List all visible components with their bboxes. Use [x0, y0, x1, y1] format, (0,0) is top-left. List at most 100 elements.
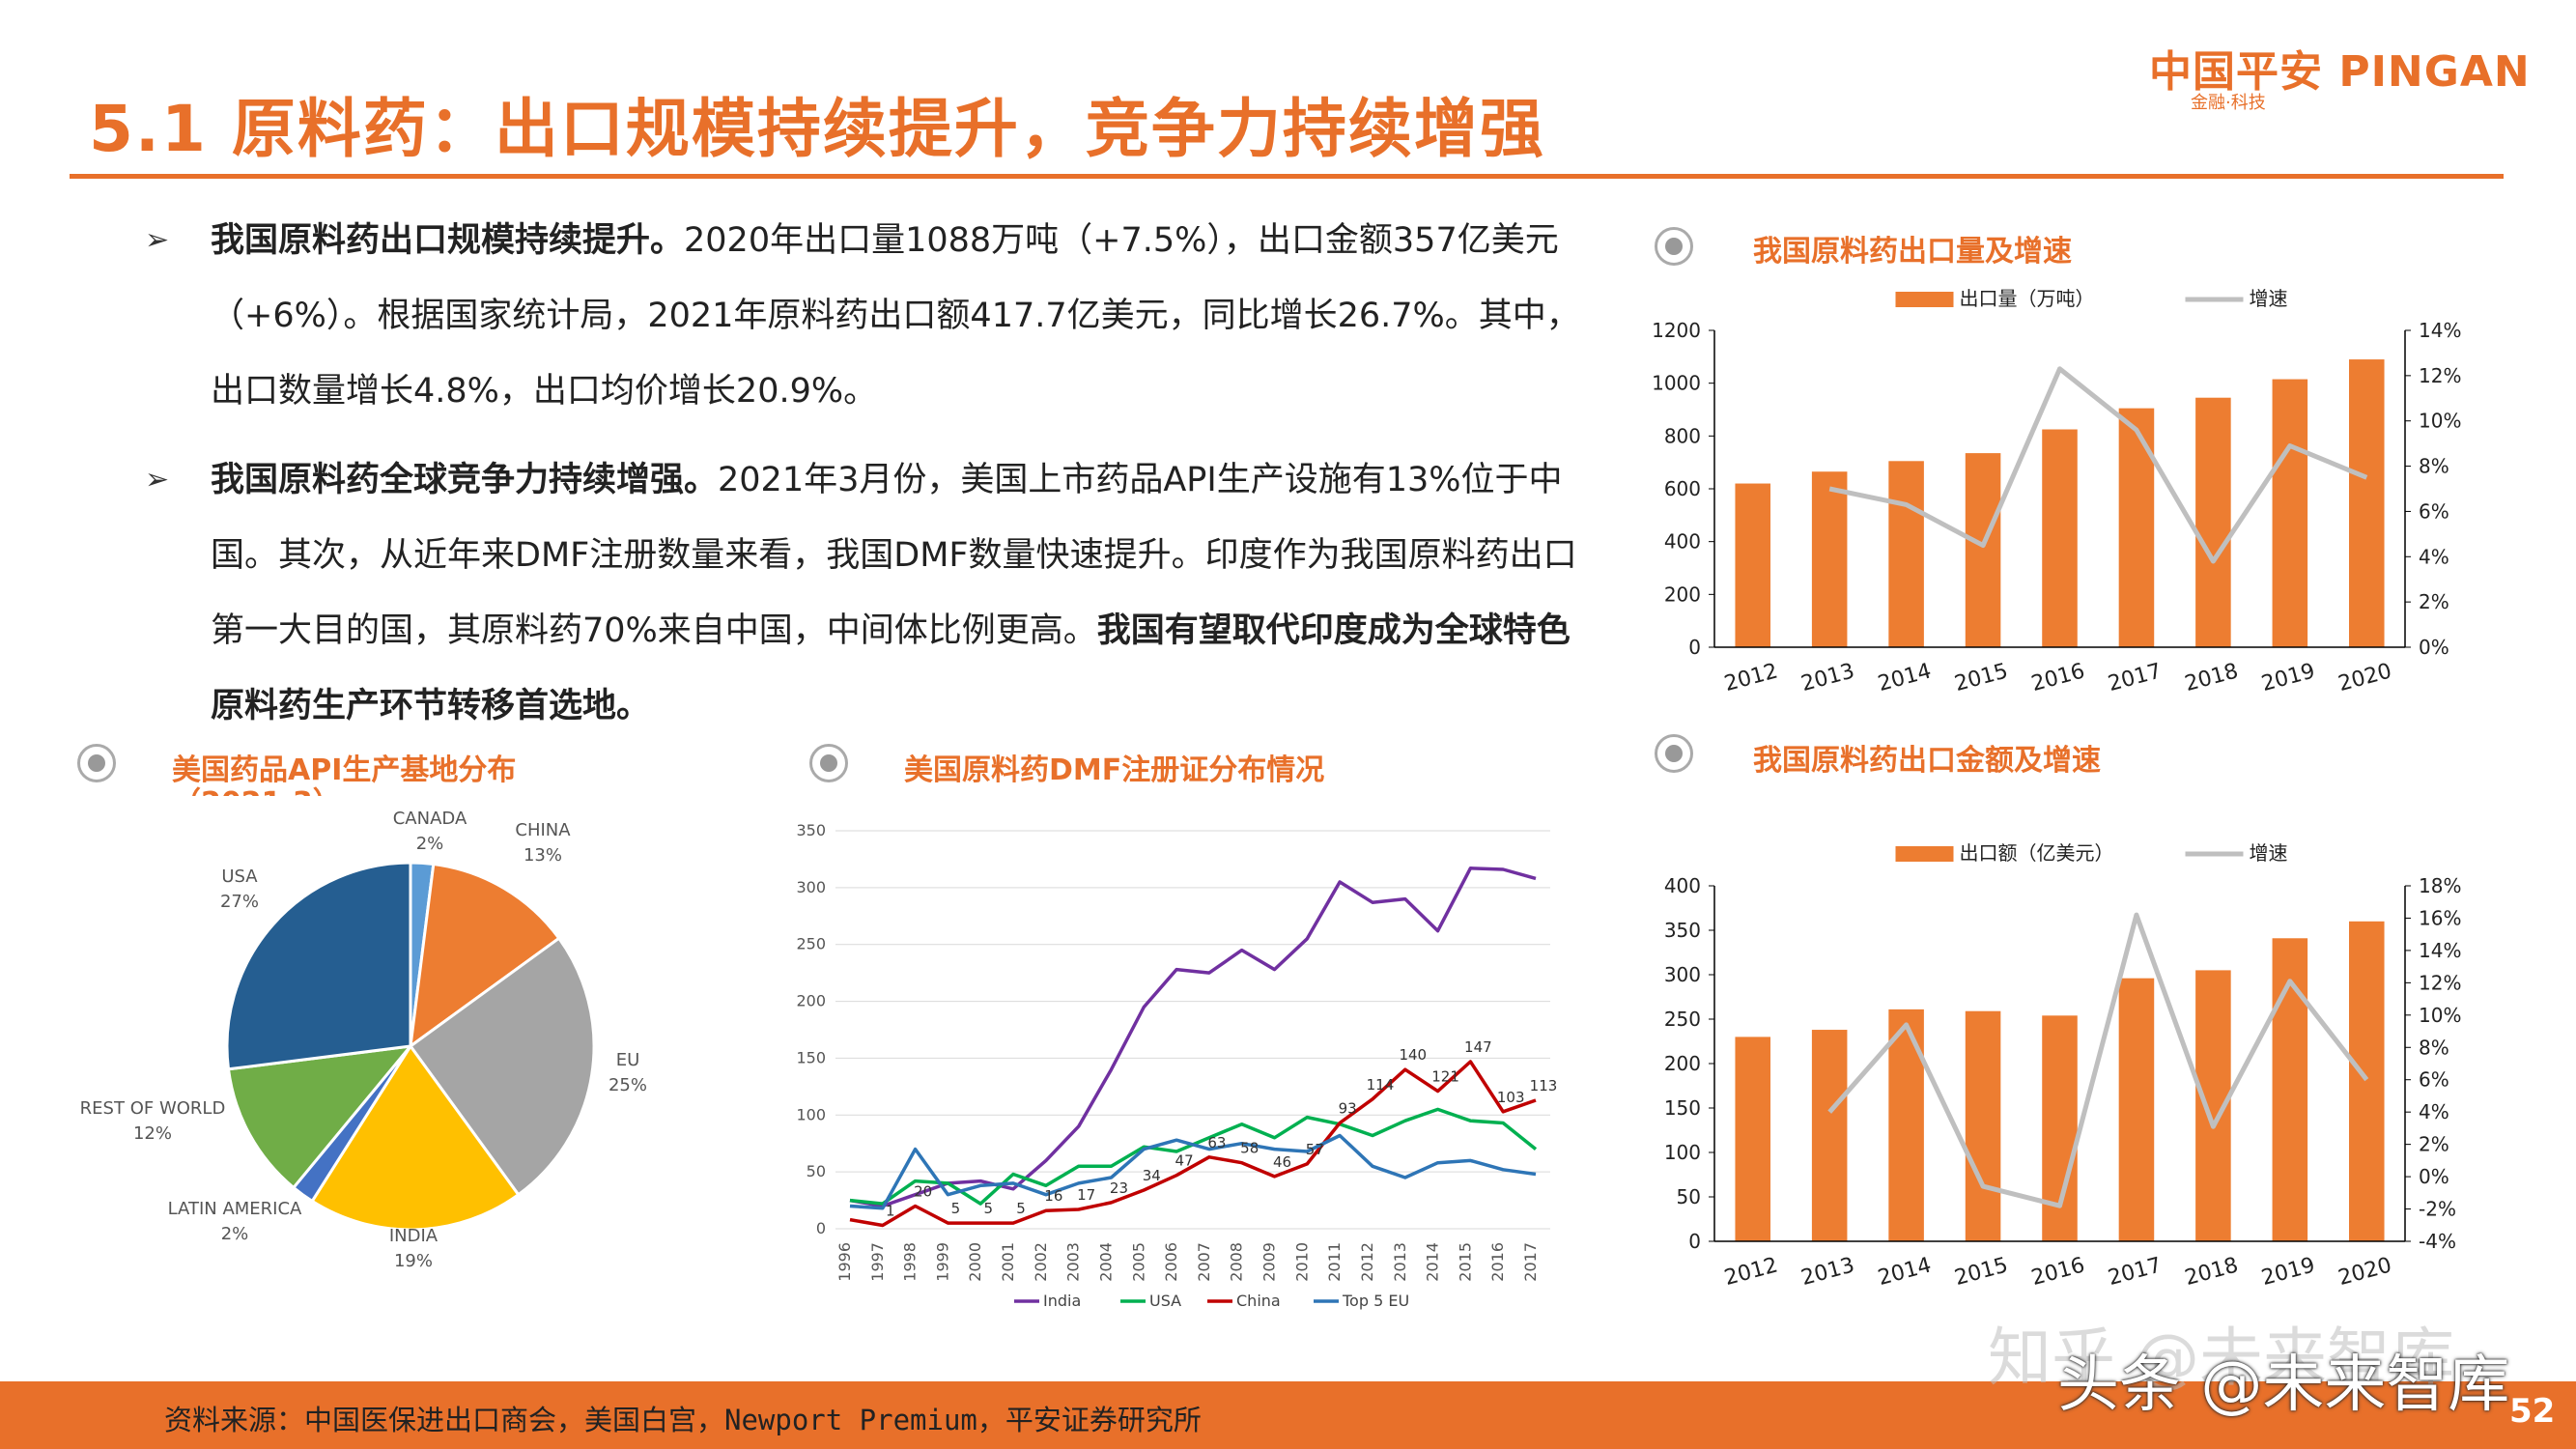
- china-data-label: 58: [1240, 1140, 1259, 1157]
- pie-label: CHINA: [515, 820, 571, 840]
- x-tick-label: 2017: [2106, 1253, 2165, 1291]
- pie-slice-usa: [225, 861, 412, 1071]
- bar-2014: [1888, 1009, 1924, 1241]
- x-tick-label: 2004: [1096, 1242, 1115, 1282]
- pie-label: CANADA: [393, 809, 467, 829]
- bar-2015: [1965, 453, 2001, 647]
- bar-2012: [1735, 1037, 1770, 1241]
- left-tick-label: 0: [1688, 636, 1701, 659]
- left-tick-label: 250: [1664, 1008, 1701, 1031]
- china-data-label: 140: [1399, 1046, 1427, 1064]
- legend-label: Top 5 EU: [1342, 1292, 1409, 1310]
- x-tick-label: 1997: [868, 1242, 887, 1282]
- right-tick-label: -4%: [2419, 1230, 2456, 1253]
- right-tick-label: 8%: [2419, 1036, 2449, 1059]
- x-tick-label: 2020: [2335, 1253, 2394, 1291]
- china-data-label: 5: [1016, 1200, 1026, 1217]
- right-tick-label: 2%: [2419, 1133, 2449, 1156]
- x-tick-label: 2006: [1162, 1242, 1180, 1282]
- pie-percent: 12%: [133, 1123, 172, 1144]
- x-tick-label: 2013: [1391, 1242, 1409, 1282]
- bullet-export-scale: ➢ 我国原料药出口规模持续提升。2020年出口量1088万吨（+7.5%），出口…: [145, 203, 1584, 429]
- right-tick-label: 4%: [2419, 545, 2449, 568]
- right-tick-label: -2%: [2419, 1198, 2456, 1221]
- x-tick-label: 2019: [2259, 1253, 2318, 1291]
- china-data-label: 147: [1464, 1038, 1492, 1056]
- arrow-bullet-icon: ➢: [145, 223, 170, 257]
- bar-2017: [2118, 978, 2155, 1241]
- bar-2020: [2349, 921, 2385, 1241]
- x-tick-label: 2013: [1798, 659, 1857, 696]
- pie-chart-subtitle: （2021.3）: [172, 779, 342, 796]
- bar-2015: [1965, 1010, 2001, 1241]
- arrow-bullet-icon: ➢: [145, 463, 170, 497]
- bar-2014: [1888, 461, 1924, 647]
- right-tick-label: 12%: [2419, 364, 2461, 387]
- y-tick-label: 300: [796, 878, 826, 896]
- china-data-label: 16: [1044, 1187, 1062, 1205]
- x-tick-label: 2020: [2335, 659, 2394, 696]
- bullet-competitiveness: ➢ 我国原料药全球竞争力持续增强。2021年3月份，美国上市药品API生产设施有…: [145, 442, 1584, 744]
- pie-label: LATIN AMERICA: [168, 1199, 302, 1219]
- x-tick-label: 2012: [1722, 1253, 1781, 1291]
- china-data-label: 121: [1431, 1068, 1459, 1086]
- export-volume-title: 我国原料药出口量及增速: [1753, 235, 2072, 269]
- y-tick-label: 350: [796, 821, 826, 839]
- china-data-label: 46: [1273, 1153, 1291, 1171]
- china-data-label: 47: [1175, 1152, 1194, 1170]
- right-tick-label: 14%: [2419, 939, 2461, 962]
- x-tick-label: 2003: [1064, 1242, 1083, 1282]
- bar-2016: [2042, 429, 2078, 647]
- pie-label: EU: [616, 1050, 640, 1070]
- x-tick-label: 2017: [2106, 659, 2165, 696]
- bar-2017: [2118, 408, 2155, 647]
- x-tick-label: 2018: [2182, 659, 2241, 696]
- bullet-body: 2021年3月份，美国上市药品API生产设施有13%位于中国。其次，从近年来DM…: [211, 461, 1577, 650]
- x-tick-label: 2016: [1488, 1242, 1507, 1282]
- right-tick-label: 4%: [2419, 1100, 2449, 1123]
- y-tick-label: 50: [807, 1162, 826, 1180]
- left-tick-label: 400: [1664, 874, 1701, 897]
- right-tick-label: 6%: [2419, 1068, 2449, 1092]
- bar-2013: [1811, 471, 1848, 647]
- dmf-line-chart: 0 50 100 150 200 250 300 350 1996 1997 1998 1999 200…: [796, 821, 1557, 1310]
- right-tick-label: 2%: [2419, 590, 2449, 613]
- china-data-label: 93: [1339, 1100, 1357, 1118]
- x-tick-label: 2012: [1722, 659, 1781, 696]
- series-line-india: [849, 867, 1537, 1208]
- left-tick-label: 150: [1664, 1096, 1701, 1120]
- pie-percent: 27%: [220, 892, 259, 912]
- pie-slice-china: [409, 862, 561, 1050]
- china-data-label: 57: [1306, 1141, 1324, 1158]
- right-tick-label: 0%: [2419, 1165, 2449, 1188]
- growth-rate-line: [1827, 912, 2369, 1208]
- china-data-label: 1: [886, 1202, 895, 1219]
- bar-2019: [2272, 938, 2308, 1241]
- export-volume-chart: 出口量（万吨） 增速 0 200 400 600 800 1000 1200 0% 2% 4% 6% 8%…: [1652, 287, 2461, 696]
- series-line-top-5-eu: [849, 1133, 1537, 1210]
- pie-slice-rest-of-world: [226, 1044, 414, 1190]
- left-tick-label: 800: [1664, 424, 1701, 447]
- api-pie-chart: CANADA 2% CHINA 13% EU 25% INDIA 19% LATIN AMERI…: [80, 809, 647, 1271]
- x-tick-label: 2000: [966, 1242, 984, 1282]
- china-data-label: 20: [914, 1182, 932, 1200]
- pie-percent: 13%: [524, 845, 562, 866]
- x-tick-label: 2012: [1358, 1242, 1376, 1282]
- section-bullet-icon: [1655, 734, 1693, 773]
- left-tick-label: 350: [1664, 919, 1701, 942]
- x-tick-label: 2014: [1424, 1242, 1442, 1282]
- page-number: 52: [2509, 1392, 2556, 1431]
- right-tick-label: 10%: [2419, 1004, 2461, 1027]
- right-tick-label: 10%: [2419, 410, 2461, 433]
- legend-label: USA: [1149, 1292, 1181, 1310]
- x-tick-label: 2013: [1798, 1253, 1857, 1291]
- left-tick-label: 300: [1664, 963, 1701, 986]
- legend-bar-label: 出口额（亿美元）: [1960, 841, 2114, 865]
- china-data-label: 23: [1110, 1179, 1128, 1197]
- y-tick-label: 200: [796, 992, 826, 1010]
- x-tick-label: 2007: [1195, 1242, 1213, 1282]
- left-tick-label: 1000: [1652, 372, 1701, 395]
- bar-2020: [2349, 359, 2385, 647]
- bullet-heading: 我国原料药全球竞争力持续增强。: [211, 461, 719, 499]
- bar-2018: [2195, 397, 2231, 647]
